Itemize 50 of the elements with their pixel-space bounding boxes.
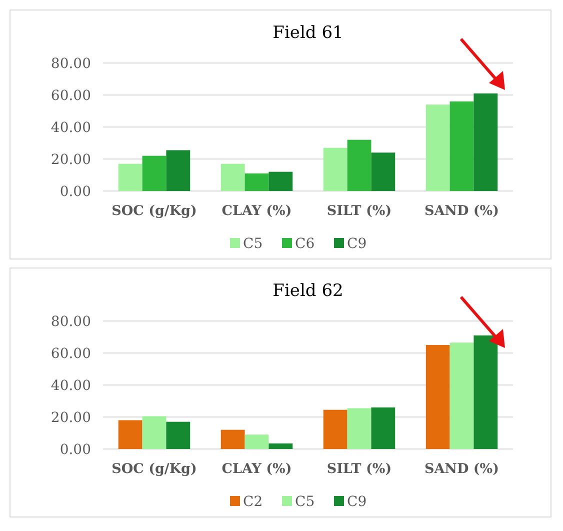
y-tick-label: 40.00 <box>50 378 91 394</box>
y-tick-label: 20.00 <box>50 410 91 426</box>
bar <box>268 443 293 449</box>
y-tick-label: 60.00 <box>50 88 91 104</box>
bar <box>450 342 474 449</box>
x-tick-label: SILT (%) <box>326 461 392 477</box>
bar <box>323 148 348 191</box>
x-tick-label: SOC (g/Kg) <box>112 203 197 219</box>
legend-label: C5 <box>295 494 315 510</box>
bar <box>118 420 142 449</box>
bar <box>426 104 450 191</box>
bar <box>347 408 372 449</box>
bar <box>118 164 142 191</box>
legend-label: C6 <box>295 236 315 252</box>
bar <box>347 140 372 191</box>
y-tick-label: 20.00 <box>50 152 91 168</box>
bar <box>323 410 348 449</box>
x-tick-label: SAND (%) <box>424 203 500 219</box>
chart-title: Field 62 <box>272 281 344 301</box>
y-tick-label: 0.00 <box>60 184 91 200</box>
x-tick-label: SILT (%) <box>326 203 392 219</box>
bar <box>220 430 245 449</box>
bar <box>244 173 269 191</box>
legend-label: C5 <box>243 236 263 252</box>
x-tick-label: CLAY (%) <box>222 203 292 219</box>
bar <box>474 93 498 191</box>
bar <box>371 152 396 191</box>
x-tick-label: CLAY (%) <box>222 461 292 477</box>
y-tick-label: 80.00 <box>50 56 91 72</box>
chart-title: Field 61 <box>272 23 344 43</box>
bar <box>220 164 245 191</box>
y-tick-label: 0.00 <box>60 442 91 458</box>
bar <box>450 101 474 191</box>
x-tick-label: SAND (%) <box>424 461 500 477</box>
y-tick-label: 80.00 <box>50 314 91 330</box>
bar <box>371 407 396 449</box>
bar <box>166 150 190 191</box>
x-tick-label: SOC (g/Kg) <box>112 461 197 477</box>
y-tick-label: 60.00 <box>50 346 91 362</box>
bar <box>142 416 166 449</box>
bar <box>142 156 166 191</box>
bar <box>166 422 190 449</box>
legend-label: C9 <box>347 494 367 510</box>
bar <box>426 345 450 449</box>
bar <box>268 172 293 191</box>
bar <box>244 434 269 449</box>
legend-label: C9 <box>347 236 367 252</box>
y-tick-label: 40.00 <box>50 120 91 136</box>
legend-label: C2 <box>243 494 263 510</box>
bar <box>474 335 498 449</box>
